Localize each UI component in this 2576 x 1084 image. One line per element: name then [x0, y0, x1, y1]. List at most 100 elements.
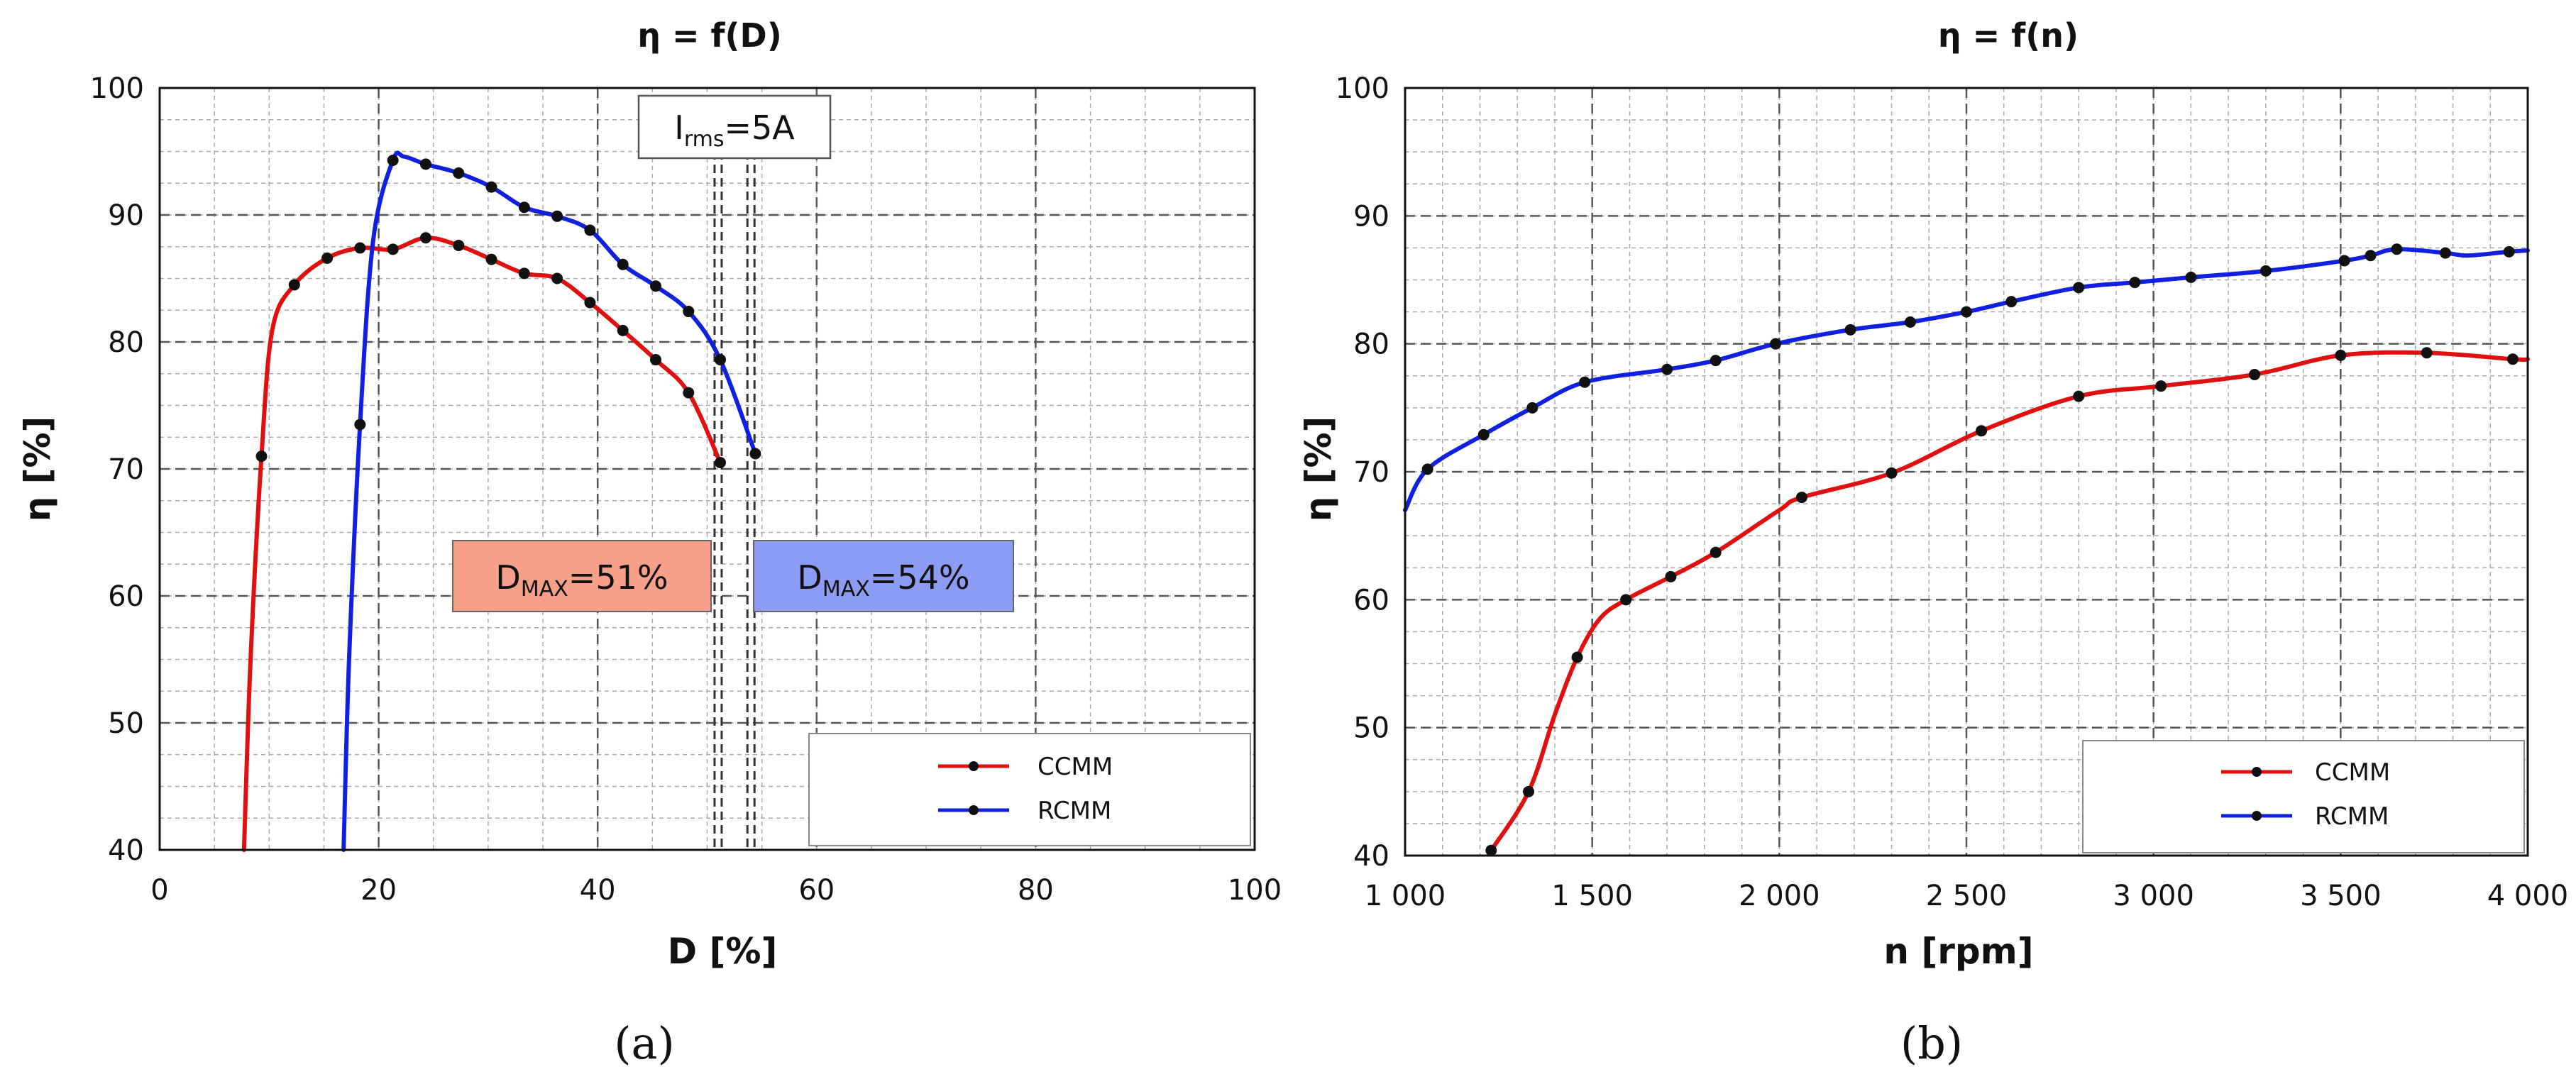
- chart-a-legend-label-rcmm: RCMM: [1037, 797, 1111, 825]
- b-point-rcmm: [1477, 428, 1490, 441]
- a-point-ccmm: [715, 457, 727, 469]
- chart-a-title: η = f(D): [637, 16, 782, 55]
- a-point-ccmm: [387, 243, 399, 255]
- chart-panel-b: η = f(n) 1 000 1 500 2 000 2 500 3 000 3 500 4…: [1298, 16, 2568, 1069]
- a-xtick-label: 40: [580, 874, 616, 907]
- irms-label: Irms=5A: [674, 109, 795, 152]
- chart-b-title: η = f(n): [1938, 16, 2079, 55]
- chart-a-legend-marker-ccmm: [969, 761, 979, 771]
- chart-a-xlabel: D [%]: [668, 931, 778, 972]
- chart-a-legend-marker-rcmm: [969, 805, 979, 815]
- b-point-rcmm: [1526, 402, 1539, 414]
- b-point-rcmm: [2503, 245, 2515, 258]
- b-xtick-label: 3 000: [2113, 880, 2194, 912]
- a-ytick-label: 100: [90, 72, 144, 105]
- dmax-ccmm-label-value: =51%: [568, 558, 668, 597]
- a-point-ccmm: [485, 253, 497, 265]
- b-point-rcmm: [1661, 363, 1673, 375]
- chart-b-caption: (b): [1900, 1017, 1963, 1069]
- b-point-ccmm: [1620, 594, 1632, 606]
- dmax-rcmm-label: DMAX=54%: [797, 558, 969, 602]
- b-point-ccmm: [1710, 546, 1722, 558]
- a-ytick-label: 80: [108, 326, 144, 359]
- a-point-ccmm: [419, 232, 431, 244]
- a-point-rcmm: [354, 419, 366, 431]
- dmax-ccmm-label-main: D: [495, 558, 520, 597]
- a-point-rcmm: [749, 448, 761, 460]
- a-point-rcmm: [419, 158, 431, 170]
- b-point-ccmm: [1665, 570, 1677, 582]
- a-ytick-label: 40: [108, 834, 144, 867]
- a-point-ccmm: [551, 272, 563, 284]
- b-point-ccmm: [1795, 492, 1807, 504]
- b-point-rcmm: [2391, 243, 2403, 255]
- b-xtick-label: 3 500: [2300, 880, 2382, 912]
- a-point-ccmm: [649, 354, 661, 366]
- b-point-ccmm: [1886, 467, 1898, 479]
- a-xtick-label: 20: [360, 874, 397, 907]
- chart-a-legend: CCMM RCMM: [808, 733, 1251, 846]
- b-point-rcmm: [2439, 247, 2451, 259]
- b-point-rcmm: [1904, 316, 1916, 328]
- a-point-rcmm: [387, 155, 399, 167]
- chart-a-ticks: 0 20 40 60 80 100 40 50 60 70 80 90 100: [90, 72, 1282, 907]
- a-xtick-label: 0: [150, 874, 168, 907]
- b-xtick-label: 2 000: [1739, 880, 1820, 912]
- b-xtick-label: 4 000: [2487, 880, 2569, 912]
- irms-label-main: I: [674, 109, 684, 147]
- dmax-ccmm-box: [452, 540, 712, 612]
- chart-b-plot-frame: [1404, 87, 2529, 857]
- chart-b-legend-marker-rcmm: [2252, 811, 2262, 821]
- a-ytick-label: 90: [108, 199, 144, 232]
- chart-a-dmax-lines: [713, 138, 756, 850]
- b-point-rcmm: [1579, 376, 1591, 388]
- chart-b-xlabel: n [rpm]: [1883, 931, 2033, 972]
- b-point-rcmm: [1421, 463, 1433, 475]
- a-point-rcmm: [617, 258, 629, 270]
- a-point-rcmm: [649, 280, 661, 292]
- a-ytick-label: 60: [108, 580, 144, 613]
- b-point-rcmm: [1770, 338, 1782, 350]
- dmax-ccmm-label: DMAX=51%: [495, 558, 668, 602]
- dmax-rcmm-box: [753, 540, 1014, 612]
- b-point-ccmm: [1571, 651, 1583, 663]
- chart-b-legend-label-ccmm: CCMM: [2315, 758, 2390, 787]
- b-ytick-label: 90: [1353, 200, 1389, 233]
- dmax-rcmm-annotation: DMAX=54%: [753, 540, 1014, 612]
- a-point-ccmm: [518, 267, 530, 280]
- irms-label-sub: rms: [684, 127, 725, 152]
- dmax-rcmm-label-value: =54%: [870, 558, 970, 597]
- dmax-ccmm-label-sub: MAX: [521, 577, 568, 602]
- b-point-ccmm: [1485, 844, 1497, 856]
- b-point-ccmm: [1523, 785, 1535, 797]
- b-point-ccmm: [2421, 347, 2433, 359]
- a-point-ccmm: [683, 387, 695, 399]
- b-point-ccmm: [2249, 368, 2261, 380]
- a-ytick-label: 70: [108, 453, 144, 486]
- b-ytick-label: 100: [1336, 72, 1389, 105]
- chart-b-legend-box: [2082, 740, 2525, 853]
- b-point-rcmm: [2005, 296, 2018, 308]
- chart-a-caption: (a): [614, 1017, 674, 1069]
- a-xtick-label: 80: [1018, 874, 1054, 907]
- b-xtick-label: 2 500: [1926, 880, 2008, 912]
- a-point-ccmm: [617, 324, 629, 336]
- chart-b-legend-label-rcmm: RCMM: [2315, 802, 2389, 831]
- chart-a-legend-box: [808, 733, 1251, 846]
- a-point-ccmm: [255, 450, 268, 463]
- chart-a-series: [241, 150, 761, 852]
- irms-annotation: Irms=5A: [637, 94, 832, 160]
- a-point-rcmm: [453, 167, 465, 179]
- b-ytick-label: 50: [1353, 712, 1389, 745]
- b-ytick-label: 70: [1353, 456, 1389, 489]
- a-point-ccmm: [288, 279, 300, 291]
- b-point-rcmm: [2185, 271, 2197, 283]
- a-point-rcmm: [683, 306, 695, 318]
- a-point-rcmm: [715, 354, 727, 366]
- chart-a-ylabel: η [%]: [17, 416, 58, 522]
- chart-b-legend-marker-ccmm: [2252, 767, 2262, 777]
- chart-b-legend: CCMM RCMM: [2082, 740, 2525, 853]
- b-point-rcmm: [2073, 282, 2085, 294]
- b-point-rcmm: [2259, 265, 2272, 277]
- b-point-rcmm: [1710, 355, 1722, 367]
